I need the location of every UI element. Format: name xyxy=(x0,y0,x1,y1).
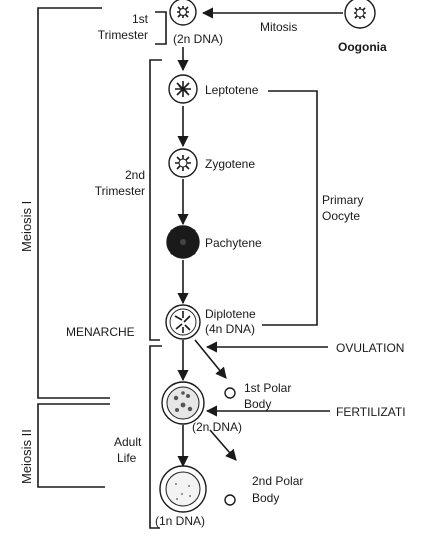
dna-1n-label: (1n DNA) xyxy=(155,514,205,528)
adult-life-bracket xyxy=(149,345,162,529)
second-polar-body-label-line2: Body xyxy=(252,491,279,505)
meiosis-ii-bracket xyxy=(37,403,110,488)
arrow-to-first-polar-body xyxy=(194,339,227,379)
arrow-to-second-polar-body xyxy=(209,429,237,461)
first-trimester-label-line1: 1st xyxy=(132,12,149,26)
primary-oocyte-bracket xyxy=(262,90,318,326)
pachytene-cell-icon xyxy=(166,225,200,259)
adult-life-label-line2: Life xyxy=(117,451,137,465)
second-polar-body-label-line1: 2nd Polar xyxy=(252,474,303,488)
diplotene-label: Diplotene xyxy=(205,307,256,321)
dna-4n-label: (4n DNA) xyxy=(205,322,255,336)
oogonia-cell-icon xyxy=(344,0,376,29)
zygotene-cell-icon xyxy=(168,148,198,178)
ovulation-label: OVULATION xyxy=(336,341,404,355)
second-trimester-label-line2: Trimester xyxy=(95,184,145,198)
primary-oocyte-label-line2: Oocyte xyxy=(322,209,360,223)
dna-2n-top-label: (2n DNA) xyxy=(173,32,223,46)
zygotene-label: Zygotene xyxy=(205,157,255,171)
meiosis-i-bracket xyxy=(37,7,110,399)
second-trimester-label-line1: 2nd xyxy=(125,168,145,182)
oogonia-label: Oogonia xyxy=(338,40,387,54)
fertilization-label: FERTILIZATI xyxy=(336,405,406,419)
mitosis-label: Mitosis xyxy=(260,20,297,34)
meiosis-ii-label: Meiosis II xyxy=(19,429,34,484)
first-trimester-cell-icon xyxy=(169,0,197,26)
dna-2n-mid-label: (2n DNA) xyxy=(192,420,242,434)
adult-life-label-line1: Adult xyxy=(114,435,142,449)
leptotene-cell-icon xyxy=(168,74,198,104)
secondary-oocyte-cell-icon xyxy=(161,381,205,425)
first-trimester-label-line2: Trimester xyxy=(98,28,148,42)
second-trimester-bracket xyxy=(149,59,162,341)
ovum-cell-icon xyxy=(159,465,207,513)
second-polar-body-icon xyxy=(224,494,236,506)
menarche-label: MENARCHE xyxy=(66,325,135,339)
first-polar-body-label-line2: Body xyxy=(244,397,271,411)
meiosis-i-label: Meiosis I xyxy=(19,201,34,252)
first-trimester-bracket xyxy=(155,11,167,45)
pachytene-label: Pachytene xyxy=(205,236,262,250)
primary-oocyte-label-line1: Primary xyxy=(322,193,363,207)
first-polar-body-label-line1: 1st Polar xyxy=(244,381,291,395)
leptotene-label: Leptotene xyxy=(205,83,259,97)
diplotene-cell-icon xyxy=(165,304,201,340)
first-polar-body-icon xyxy=(224,387,236,399)
